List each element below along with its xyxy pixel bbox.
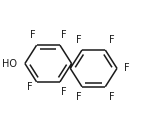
Text: F: F <box>109 35 114 45</box>
Text: F: F <box>30 30 36 40</box>
Text: F: F <box>61 87 66 97</box>
Text: F: F <box>27 82 33 92</box>
Text: F: F <box>109 92 114 102</box>
Text: F: F <box>76 92 81 102</box>
Text: F: F <box>124 63 130 73</box>
Text: F: F <box>76 35 81 45</box>
Text: HO: HO <box>2 59 17 68</box>
Text: F: F <box>61 30 66 40</box>
